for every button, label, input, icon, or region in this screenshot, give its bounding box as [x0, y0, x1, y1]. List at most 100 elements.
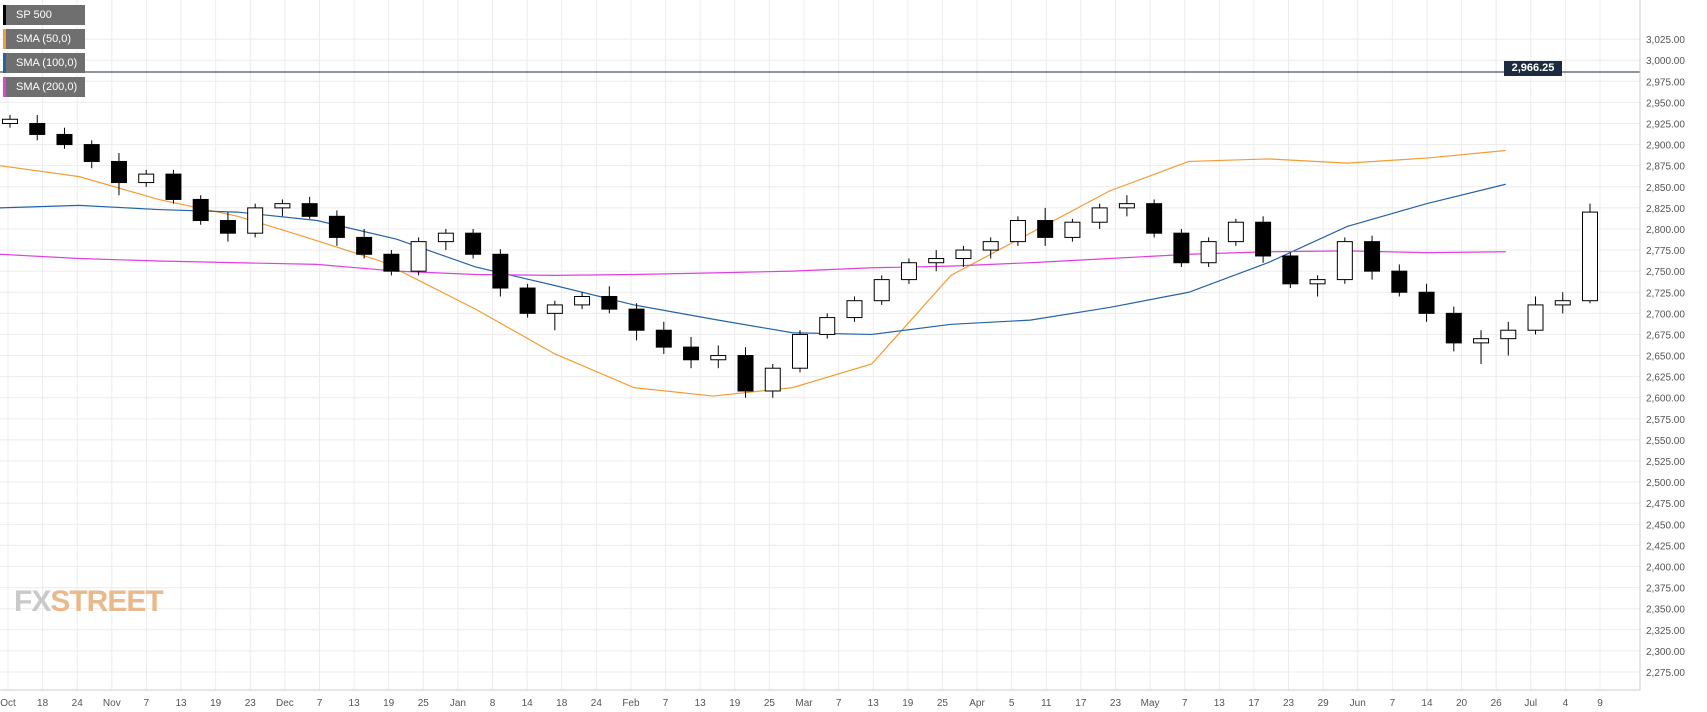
candle-body	[1146, 203, 1163, 234]
candle-body	[1309, 279, 1326, 285]
x-tick-label: Jun	[1350, 698, 1366, 709]
x-tick-label: 13	[349, 698, 361, 709]
legend-item-sp500[interactable]: SP 500	[3, 5, 86, 25]
x-tick-label: 23	[1283, 698, 1295, 709]
candle-body	[710, 355, 727, 361]
fxstreet-logo: FXSTREET	[14, 585, 164, 619]
candle-body	[1500, 329, 1517, 340]
x-tick-label: 14	[1421, 698, 1433, 709]
candle-body	[383, 253, 400, 272]
x-tick-label: Mar	[795, 698, 813, 709]
candle-body	[1227, 221, 1244, 243]
candle-body	[737, 355, 754, 392]
y-tick-label: 2,350.00	[1646, 605, 1685, 616]
candle-body	[1200, 241, 1217, 264]
candle-body	[410, 241, 427, 272]
y-tick-label: 2,825.00	[1646, 204, 1685, 215]
x-tick-label: 9	[1597, 698, 1603, 709]
candle-body	[1582, 211, 1598, 302]
x-tick-label: 7	[1182, 698, 1188, 709]
y-axis-labels: 2,275.00 2,300.00 2,325.00 2,350.00 2,375.00…	[1646, 35, 1685, 679]
candle-body	[1473, 338, 1490, 344]
x-tick-label: 7	[1390, 698, 1396, 709]
x-tick-label: 5	[1009, 698, 1015, 709]
legend-label: SMA (100,0)	[16, 57, 78, 69]
candle-body	[1009, 220, 1026, 243]
x-tick-label: 23	[245, 698, 257, 709]
x-tick-label: 17	[1248, 698, 1260, 709]
x-axis-labels: Oct 18 24 Nov 7 13 19 23 Dec 7 13 19 25 Jan 8 14 18 24 Feb…	[0, 698, 1603, 709]
candle-body	[574, 295, 591, 306]
y-tick-label: 3,025.00	[1646, 35, 1685, 46]
candle-body	[819, 317, 836, 335]
x-tick-label: Feb	[622, 698, 640, 709]
y-tick-label: 2,875.00	[1646, 162, 1685, 173]
x-tick-label: 13	[1214, 698, 1226, 709]
y-tick-label: 2,925.00	[1646, 119, 1685, 130]
candle-body	[1091, 207, 1108, 223]
legend-swatch	[3, 5, 6, 25]
x-tick-label: 7	[663, 698, 669, 709]
x-tick-label: Jul	[1524, 698, 1537, 709]
y-tick-label: 2,400.00	[1646, 563, 1685, 574]
y-tick-label: 2,600.00	[1646, 394, 1685, 405]
candle-body	[1364, 241, 1381, 272]
y-tick-label: 2,800.00	[1646, 225, 1685, 236]
candle-body	[655, 329, 672, 348]
x-tick-label: 4	[1563, 698, 1569, 709]
x-tick-label: 13	[175, 698, 187, 709]
x-tick-label: 7	[317, 698, 323, 709]
x-tick-label: 18	[37, 698, 49, 709]
x-tick-label: 19	[902, 698, 914, 709]
x-tick-label: 25	[764, 698, 776, 709]
y-tick-label: 2,275.00	[1646, 668, 1685, 679]
candle-body	[165, 173, 182, 200]
candle-body	[1418, 291, 1435, 314]
candle-body	[982, 241, 999, 251]
candle-body	[1527, 304, 1544, 331]
candlesticks	[2, 115, 1598, 398]
y-tick-label: 2,500.00	[1646, 478, 1685, 489]
candle-body	[519, 287, 536, 314]
candle-body	[247, 207, 264, 234]
candle-body	[1255, 221, 1272, 257]
candle-body	[628, 308, 645, 331]
candle-body	[1391, 270, 1408, 293]
y-tick-label: 2,325.00	[1646, 626, 1685, 637]
x-tick-label: 7	[836, 698, 842, 709]
candle-body	[56, 133, 73, 146]
y-tick-label: 2,975.00	[1646, 77, 1685, 88]
x-tick-label: May	[1141, 698, 1160, 709]
candle-body	[29, 122, 46, 135]
x-tick-label: Oct	[0, 698, 16, 709]
x-tick-label: 17	[1075, 698, 1087, 709]
candle-body	[2, 118, 18, 124]
x-tick-label: 19	[383, 698, 395, 709]
y-tick-label: 2,850.00	[1646, 183, 1685, 194]
x-tick-label: 24	[72, 698, 84, 709]
candle-body	[1173, 232, 1190, 264]
logo-street: STREET	[50, 585, 163, 618]
last-price-tag: 2,966.25	[1504, 61, 1562, 76]
y-tick-label: 2,900.00	[1646, 141, 1685, 152]
y-tick-label: 3,000.00	[1646, 56, 1685, 67]
y-tick-label: 2,700.00	[1646, 309, 1685, 320]
candle-body	[764, 367, 781, 392]
x-tick-label: 7	[144, 698, 150, 709]
candle-body	[465, 232, 482, 255]
legend-swatch	[3, 53, 6, 73]
candle-body	[301, 203, 318, 217]
legend-item-sma100[interactable]: SMA (100,0)	[3, 53, 86, 73]
candle-body	[955, 249, 972, 260]
legend-item-sma50[interactable]: SMA (50,0)	[3, 29, 86, 49]
y-tick-label: 2,525.00	[1646, 457, 1685, 468]
x-tick-label: 13	[868, 698, 880, 709]
legend-label: SP 500	[16, 9, 52, 21]
y-tick-label: 2,475.00	[1646, 499, 1685, 510]
legend-swatch	[3, 77, 6, 97]
x-tick-label: 19	[729, 698, 741, 709]
y-tick-label: 2,625.00	[1646, 373, 1685, 384]
legend-item-sma200[interactable]: SMA (200,0)	[3, 77, 86, 97]
candle-body	[274, 203, 291, 209]
